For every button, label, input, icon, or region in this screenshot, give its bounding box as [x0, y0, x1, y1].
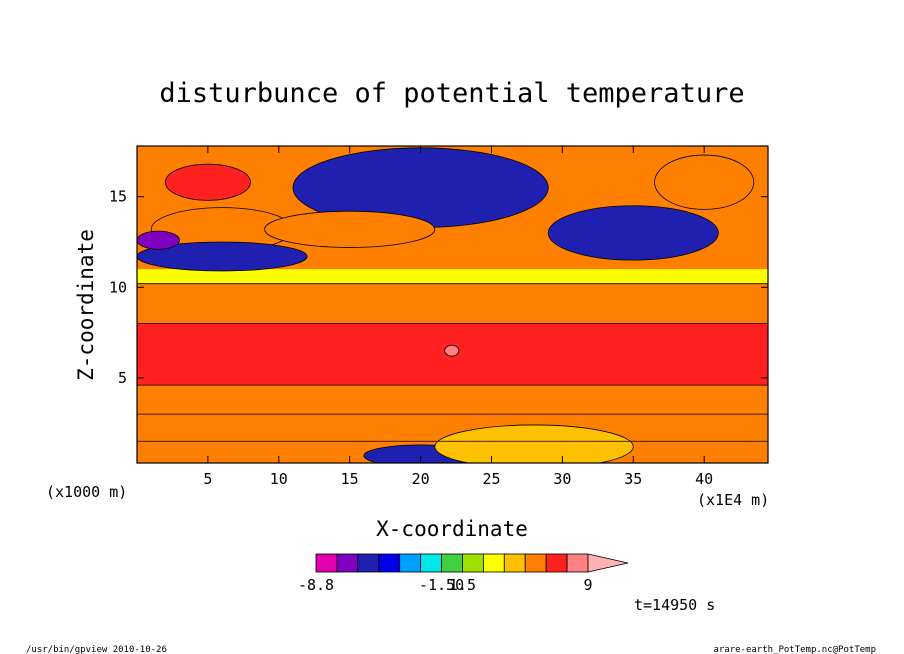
- x-tick-label-5: 30: [553, 470, 571, 488]
- y-unit-label: (x1000 m): [46, 483, 127, 501]
- x-tick-label-0: 5: [203, 470, 212, 488]
- feature-7: [547, 205, 719, 261]
- x-tick-label-2: 15: [341, 470, 359, 488]
- x-tick-label-3: 20: [412, 470, 430, 488]
- colorbar-cell-6: [441, 553, 463, 573]
- colorbar-cell-7: [462, 553, 484, 573]
- x-unit-label: (x1E4 m): [697, 491, 769, 509]
- colorbar-arrow: [587, 553, 629, 573]
- colorbar-cell-4: [399, 553, 422, 573]
- colorbar-tick-1: -1.50: [419, 576, 464, 594]
- band-2: [137, 385, 768, 415]
- colorbar-tick-0: -8.8: [298, 576, 334, 594]
- feature-8: [654, 154, 755, 210]
- feature-1: [137, 241, 308, 272]
- band-5: [137, 269, 768, 284]
- colorbar-cell-11: [545, 553, 568, 573]
- x-tick-label-7: 40: [695, 470, 713, 488]
- x-tick-label-1: 10: [270, 470, 288, 488]
- x-axis-label: X-coordinate: [376, 517, 528, 541]
- colorbar-cell-5: [420, 553, 442, 573]
- time-label: t=14950 s: [634, 596, 715, 614]
- colorbar-cell-1: [336, 553, 359, 573]
- y-tick-label-1: 10: [109, 278, 127, 296]
- colorbar-cell-2: [357, 553, 380, 573]
- plot-frame: [136, 145, 769, 464]
- colorbar: [315, 553, 629, 573]
- footer-left: /usr/bin/gpview 2010-10-26: [26, 645, 167, 654]
- feature-11: [444, 344, 460, 357]
- colorbar-cell-12: [566, 553, 589, 573]
- colorbar-tick-3: 9: [583, 576, 592, 594]
- colorbar-cell-9: [503, 553, 526, 573]
- y-axis-label: Z-coordinate: [74, 229, 98, 381]
- colorbar-tick-2: 1.5: [449, 576, 476, 594]
- colorbar-cell-3: [378, 553, 401, 573]
- y-tick-label-2: 15: [109, 188, 127, 206]
- feature-10: [434, 424, 634, 463]
- footer-right: arare-earth_PotTemp.nc@PotTemp: [713, 645, 876, 654]
- x-tick-label-4: 25: [482, 470, 500, 488]
- band-4: [137, 283, 768, 324]
- chart-title: disturbunce of potential temperature: [159, 78, 744, 109]
- feature-6: [264, 210, 436, 248]
- colorbar-cell-8: [482, 553, 505, 573]
- plot-area: [137, 146, 768, 463]
- feature-3: [164, 163, 251, 201]
- colorbar-cell-0: [315, 553, 338, 573]
- feature-2: [137, 230, 180, 250]
- y-tick-label-0: 5: [118, 369, 127, 387]
- colorbar-cell-10: [524, 553, 547, 573]
- x-tick-label-6: 35: [624, 470, 642, 488]
